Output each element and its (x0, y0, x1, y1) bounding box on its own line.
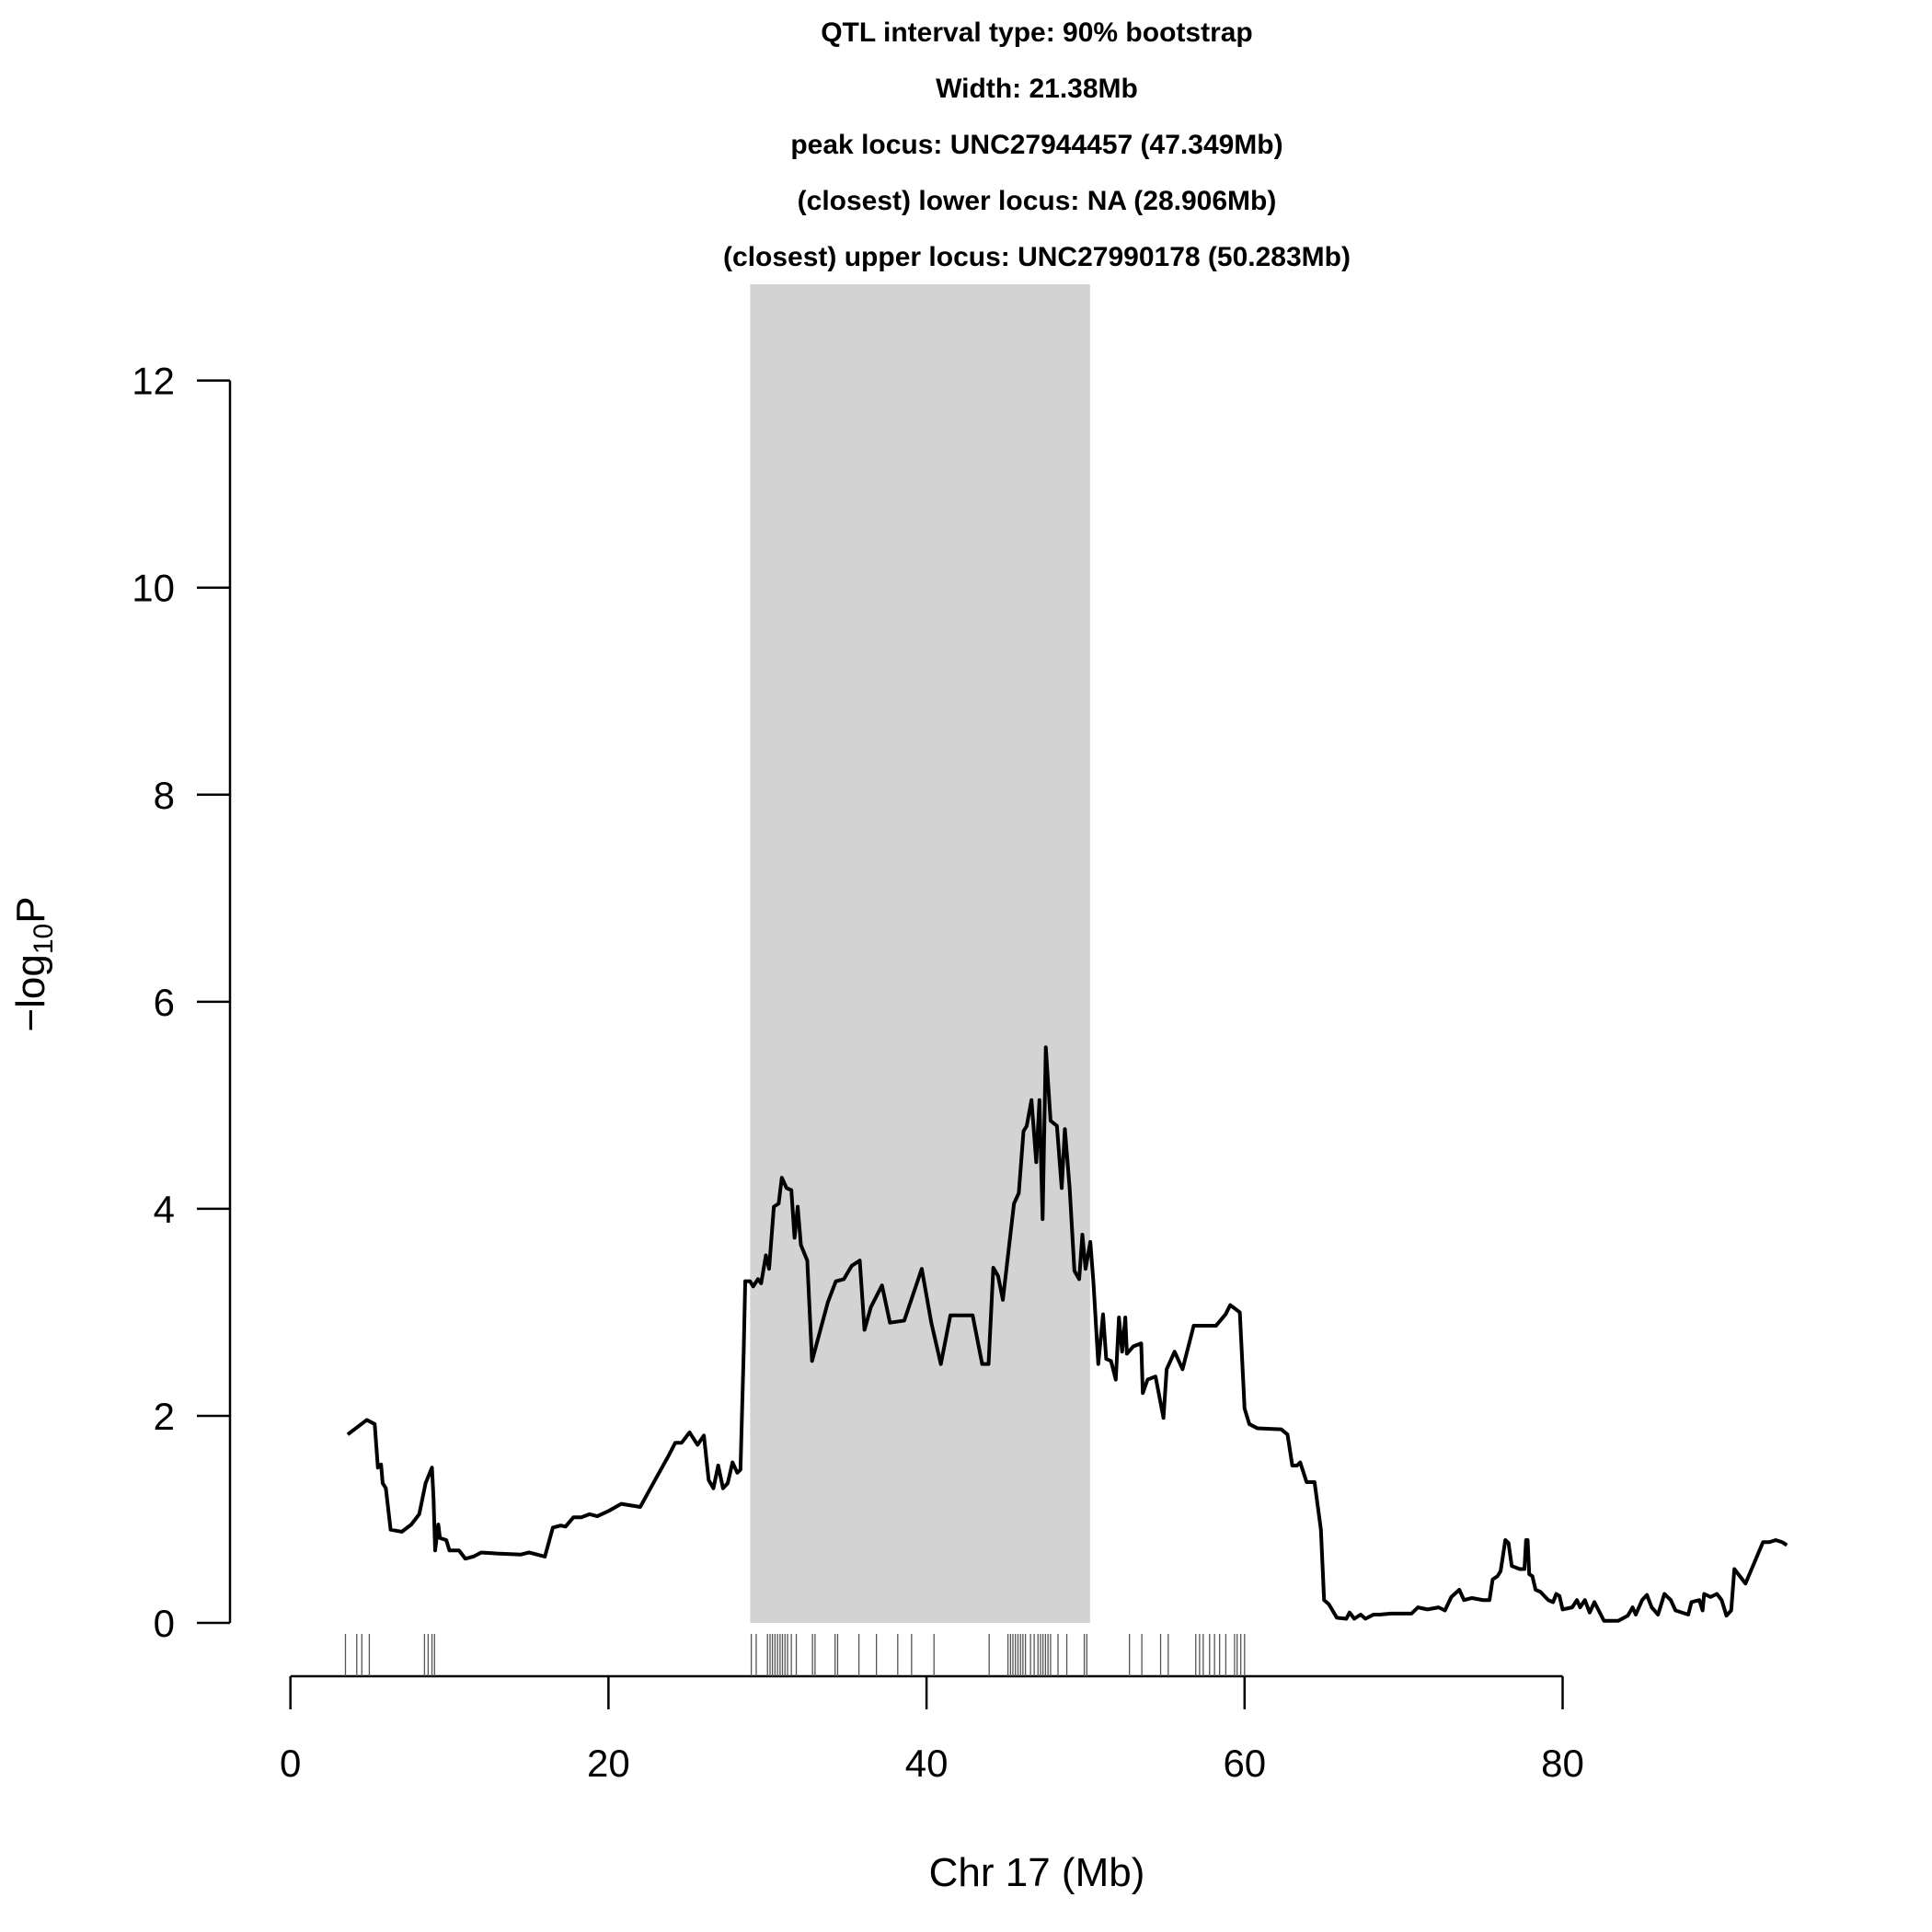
chart-title: (closest) lower locus: NA (28.906Mb) (798, 186, 1277, 216)
x-tick-label: 80 (1541, 1742, 1584, 1785)
y-tick-label: 2 (154, 1395, 175, 1438)
chart-title: peak locus: UNC27944457 (47.349Mb) (790, 130, 1282, 160)
y-tick-label: 6 (154, 981, 175, 1024)
x-tick-label: 0 (280, 1742, 301, 1785)
y-axis-title-suffix: P (8, 896, 53, 923)
x-tick-label: 60 (1223, 1742, 1266, 1785)
y-tick-label: 12 (132, 360, 175, 403)
x-tick-label: 20 (587, 1742, 630, 1785)
x-tick-label: 40 (905, 1742, 949, 1785)
y-axis-title-main: −log (8, 954, 53, 1031)
y-tick-label: 4 (154, 1188, 175, 1231)
interval-shade (750, 284, 1090, 1623)
y-tick-label: 0 (154, 1602, 175, 1645)
y-axis-title: −log10P (8, 896, 59, 1031)
y-tick-label: 8 (154, 774, 175, 817)
chart-title: Width: 21.38Mb (936, 74, 1138, 104)
chart-title: (closest) upper locus: UNC27990178 (50.2… (723, 242, 1351, 272)
y-axis-title-sub: 10 (29, 924, 59, 954)
chart-title: QTL interval type: 90% bootstrap (821, 17, 1253, 48)
data-line (346, 1045, 1788, 1623)
x-axis-title: Chr 17 (Mb) (929, 1850, 1145, 1895)
y-tick-label: 10 (132, 567, 175, 610)
